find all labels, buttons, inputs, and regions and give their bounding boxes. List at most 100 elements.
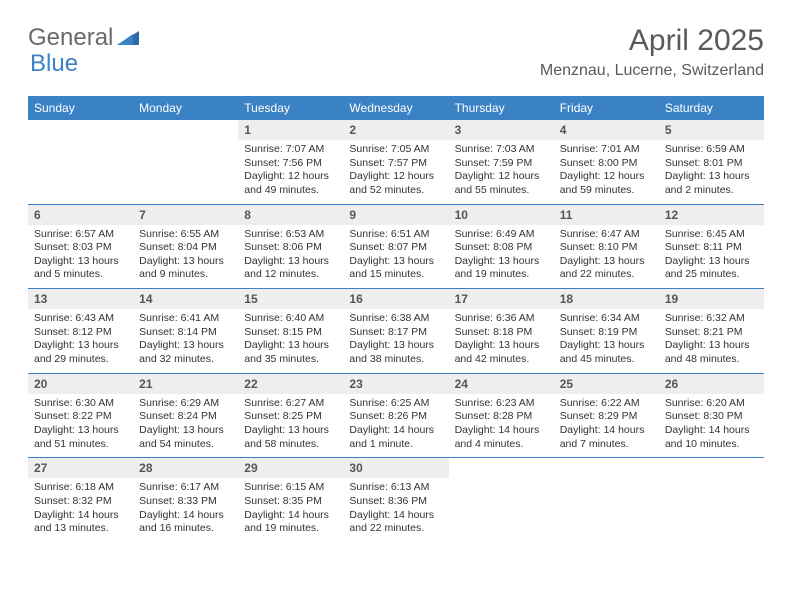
day-cell: 29Sunrise: 6:15 AMSunset: 8:35 PMDayligh…: [238, 458, 343, 542]
sunrise-text: Sunrise: 6:41 AM: [139, 312, 232, 326]
day-body: Sunrise: 6:59 AMSunset: 8:01 PMDaylight:…: [659, 140, 764, 204]
sunset-text: Sunset: 8:19 PM: [560, 326, 653, 340]
sunrise-text: Sunrise: 7:03 AM: [455, 143, 548, 157]
day-cell: 11Sunrise: 6:47 AMSunset: 8:10 PMDayligh…: [554, 205, 659, 289]
day-number: 8: [238, 205, 343, 225]
day-number: 17: [449, 289, 554, 309]
day-cell: 21Sunrise: 6:29 AMSunset: 8:24 PMDayligh…: [133, 374, 238, 458]
daylight-text: Daylight: 13 hours and 51 minutes.: [34, 424, 127, 451]
daylight-text: Daylight: 13 hours and 2 minutes.: [665, 170, 758, 197]
day-body: Sunrise: 7:07 AMSunset: 7:56 PMDaylight:…: [238, 140, 343, 204]
day-body: Sunrise: 7:05 AMSunset: 7:57 PMDaylight:…: [343, 140, 448, 204]
sunrise-text: Sunrise: 6:29 AM: [139, 397, 232, 411]
sunset-text: Sunset: 8:29 PM: [560, 410, 653, 424]
logo-word-blue-wrap: Blue: [30, 50, 78, 78]
day-number: 27: [28, 458, 133, 478]
sunset-text: Sunset: 8:30 PM: [665, 410, 758, 424]
sunrise-text: Sunrise: 6:20 AM: [665, 397, 758, 411]
sunset-text: Sunset: 8:18 PM: [455, 326, 548, 340]
day-body: Sunrise: 6:13 AMSunset: 8:36 PMDaylight:…: [343, 478, 448, 542]
day-cell: 17Sunrise: 6:36 AMSunset: 8:18 PMDayligh…: [449, 289, 554, 373]
sunrise-text: Sunrise: 6:53 AM: [244, 228, 337, 242]
weekday-header: Saturday: [659, 96, 764, 120]
sunset-text: Sunset: 8:07 PM: [349, 241, 442, 255]
sunrise-text: Sunrise: 6:15 AM: [244, 481, 337, 495]
weekday-header: Tuesday: [238, 96, 343, 120]
day-cell: 6Sunrise: 6:57 AMSunset: 8:03 PMDaylight…: [28, 205, 133, 289]
day-cell: 16Sunrise: 6:38 AMSunset: 8:17 PMDayligh…: [343, 289, 448, 373]
daylight-text: Daylight: 13 hours and 35 minutes.: [244, 339, 337, 366]
day-body: Sunrise: 6:57 AMSunset: 8:03 PMDaylight:…: [28, 225, 133, 289]
day-cell: 13Sunrise: 6:43 AMSunset: 8:12 PMDayligh…: [28, 289, 133, 373]
day-cell: 23Sunrise: 6:25 AMSunset: 8:26 PMDayligh…: [343, 374, 448, 458]
day-cell: [554, 458, 659, 542]
day-number: 12: [659, 205, 764, 225]
sunrise-text: Sunrise: 7:01 AM: [560, 143, 653, 157]
sunset-text: Sunset: 8:00 PM: [560, 157, 653, 171]
sunset-text: Sunset: 8:26 PM: [349, 410, 442, 424]
daylight-text: Daylight: 13 hours and 19 minutes.: [455, 255, 548, 282]
day-number: 23: [343, 374, 448, 394]
page: General April 2025 Menznau, Lucerne, Swi…: [0, 0, 792, 566]
day-cell: 3Sunrise: 7:03 AMSunset: 7:59 PMDaylight…: [449, 120, 554, 204]
daylight-text: Daylight: 13 hours and 22 minutes.: [560, 255, 653, 282]
daylight-text: Daylight: 13 hours and 25 minutes.: [665, 255, 758, 282]
weekday-header: Friday: [554, 96, 659, 120]
weekday-header: Monday: [133, 96, 238, 120]
sunrise-text: Sunrise: 6:40 AM: [244, 312, 337, 326]
day-number: 19: [659, 289, 764, 309]
sunrise-text: Sunrise: 6:57 AM: [34, 228, 127, 242]
day-number: 14: [133, 289, 238, 309]
sunset-text: Sunset: 8:25 PM: [244, 410, 337, 424]
daylight-text: Daylight: 13 hours and 5 minutes.: [34, 255, 127, 282]
sunset-text: Sunset: 8:08 PM: [455, 241, 548, 255]
daylight-text: Daylight: 12 hours and 59 minutes.: [560, 170, 653, 197]
day-number: 29: [238, 458, 343, 478]
day-cell: 7Sunrise: 6:55 AMSunset: 8:04 PMDaylight…: [133, 205, 238, 289]
day-cell: 12Sunrise: 6:45 AMSunset: 8:11 PMDayligh…: [659, 205, 764, 289]
daylight-text: Daylight: 12 hours and 52 minutes.: [349, 170, 442, 197]
day-body: Sunrise: 6:43 AMSunset: 8:12 PMDaylight:…: [28, 309, 133, 373]
calendar: Sunday Monday Tuesday Wednesday Thursday…: [28, 96, 764, 542]
daylight-text: Daylight: 13 hours and 9 minutes.: [139, 255, 232, 282]
day-number: 16: [343, 289, 448, 309]
daylight-text: Daylight: 13 hours and 12 minutes.: [244, 255, 337, 282]
day-number: 1: [238, 120, 343, 140]
daylight-text: Daylight: 13 hours and 42 minutes.: [455, 339, 548, 366]
sunrise-text: Sunrise: 6:30 AM: [34, 397, 127, 411]
day-number: 7: [133, 205, 238, 225]
sunrise-text: Sunrise: 6:27 AM: [244, 397, 337, 411]
day-number: 6: [28, 205, 133, 225]
day-number: 30: [343, 458, 448, 478]
daylight-text: Daylight: 14 hours and 13 minutes.: [34, 509, 127, 536]
sunset-text: Sunset: 7:59 PM: [455, 157, 548, 171]
sunrise-text: Sunrise: 7:05 AM: [349, 143, 442, 157]
day-body: Sunrise: 6:53 AMSunset: 8:06 PMDaylight:…: [238, 225, 343, 289]
logo-word-blue: Blue: [30, 50, 78, 77]
day-cell: 22Sunrise: 6:27 AMSunset: 8:25 PMDayligh…: [238, 374, 343, 458]
day-number: 11: [554, 205, 659, 225]
daylight-text: Daylight: 14 hours and 7 minutes.: [560, 424, 653, 451]
sunrise-text: Sunrise: 6:38 AM: [349, 312, 442, 326]
day-cell: 4Sunrise: 7:01 AMSunset: 8:00 PMDaylight…: [554, 120, 659, 204]
sunrise-text: Sunrise: 6:43 AM: [34, 312, 127, 326]
day-number: 9: [343, 205, 448, 225]
sunrise-text: Sunrise: 6:49 AM: [455, 228, 548, 242]
sunrise-text: Sunrise: 6:18 AM: [34, 481, 127, 495]
daylight-text: Daylight: 13 hours and 29 minutes.: [34, 339, 127, 366]
sunset-text: Sunset: 8:04 PM: [139, 241, 232, 255]
sunset-text: Sunset: 8:10 PM: [560, 241, 653, 255]
sunset-text: Sunset: 8:14 PM: [139, 326, 232, 340]
day-body: Sunrise: 7:01 AMSunset: 8:00 PMDaylight:…: [554, 140, 659, 204]
month-title: April 2025: [540, 24, 764, 58]
header: General April 2025 Menznau, Lucerne, Swi…: [28, 24, 764, 80]
weeks-container: 1Sunrise: 7:07 AMSunset: 7:56 PMDaylight…: [28, 120, 764, 542]
day-body: Sunrise: 6:30 AMSunset: 8:22 PMDaylight:…: [28, 394, 133, 458]
day-body: Sunrise: 6:40 AMSunset: 8:15 PMDaylight:…: [238, 309, 343, 373]
sunset-text: Sunset: 8:36 PM: [349, 495, 442, 509]
daylight-text: Daylight: 14 hours and 22 minutes.: [349, 509, 442, 536]
day-body: Sunrise: 6:51 AMSunset: 8:07 PMDaylight:…: [343, 225, 448, 289]
daylight-text: Daylight: 14 hours and 16 minutes.: [139, 509, 232, 536]
sunset-text: Sunset: 8:03 PM: [34, 241, 127, 255]
sunset-text: Sunset: 8:06 PM: [244, 241, 337, 255]
